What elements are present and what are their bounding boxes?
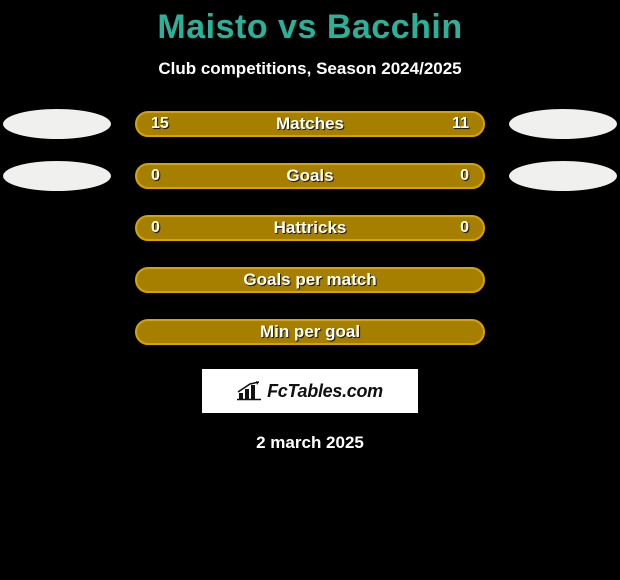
stat-value-right: 0 xyxy=(445,167,469,185)
player1-badge xyxy=(3,109,111,139)
stat-value-right: 11 xyxy=(445,115,469,133)
subtitle: Club competitions, Season 2024/2025 xyxy=(0,59,620,79)
stat-row: Goals per match xyxy=(0,265,620,295)
stat-value-left: 0 xyxy=(151,167,175,185)
stat-bar: 0 Hattricks 0 xyxy=(135,215,485,241)
player2-badge xyxy=(509,161,617,191)
stat-label: Goals xyxy=(286,166,333,186)
player2-badge xyxy=(509,109,617,139)
stat-label: Hattricks xyxy=(274,218,347,238)
stat-value-left: 0 xyxy=(151,219,175,237)
brand-text: FcTables.com xyxy=(267,381,383,402)
stat-bar: Min per goal xyxy=(135,319,485,345)
bar-chart-icon xyxy=(237,381,261,401)
page-title: Maisto vs Bacchin xyxy=(0,8,620,47)
stat-row: 0 Hattricks 0 xyxy=(0,213,620,243)
stat-bar: 15 Matches 11 xyxy=(135,111,485,137)
stat-row: 0 Goals 0 xyxy=(0,161,620,191)
player1-badge xyxy=(3,161,111,191)
stat-label: Goals per match xyxy=(243,270,376,290)
player2-name: Bacchin xyxy=(327,8,463,46)
stat-value-left: 15 xyxy=(151,115,175,133)
player1-name: Maisto xyxy=(157,8,268,46)
stat-value-right: 0 xyxy=(445,219,469,237)
brand-box[interactable]: FcTables.com xyxy=(202,369,418,413)
stat-bar: 0 Goals 0 xyxy=(135,163,485,189)
vs-text: vs xyxy=(278,8,317,46)
stat-label: Min per goal xyxy=(260,322,360,342)
stat-bar: Goals per match xyxy=(135,267,485,293)
stat-row: Min per goal xyxy=(0,317,620,347)
stats-list: 15 Matches 11 0 Goals 0 0 Hattricks 0 Goals per m… xyxy=(0,109,620,347)
stat-label: Matches xyxy=(276,114,344,134)
brand-inner: FcTables.com xyxy=(237,381,383,402)
footer-date: 2 march 2025 xyxy=(0,433,620,453)
stat-row: 15 Matches 11 xyxy=(0,109,620,139)
comparison-card: Maisto vs Bacchin Club competitions, Sea… xyxy=(0,0,620,453)
